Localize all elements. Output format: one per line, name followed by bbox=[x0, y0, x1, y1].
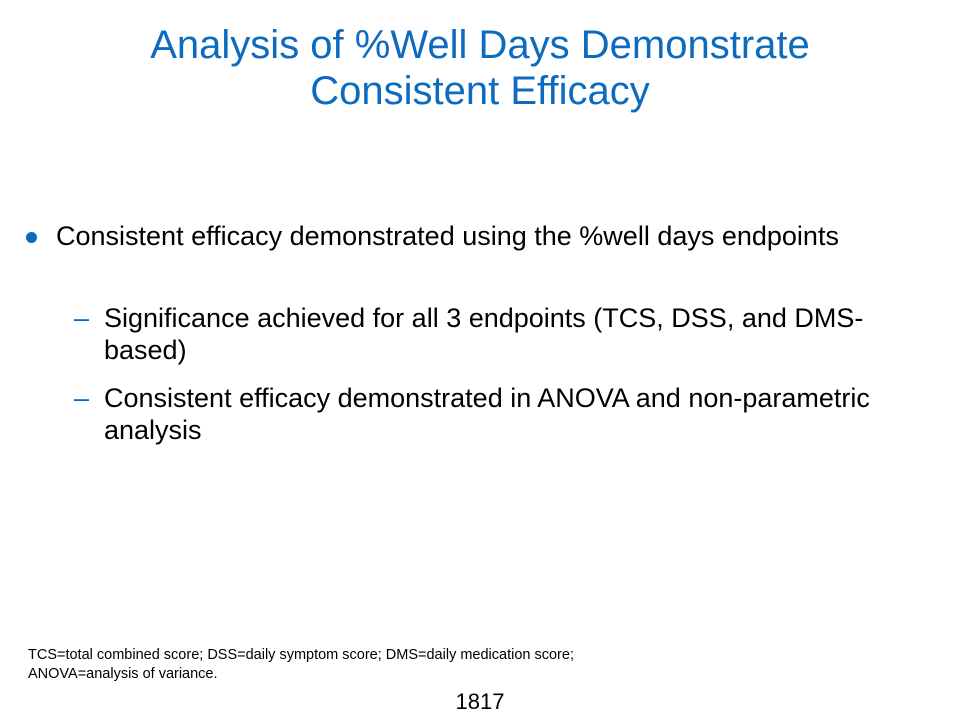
dash-icon: – bbox=[74, 383, 90, 413]
slide-title-line-2: Consistent Efficacy bbox=[310, 69, 650, 113]
bullet-text: Consistent efficacy demonstrated using t… bbox=[56, 221, 839, 251]
slide-title-line-1: Analysis of %Well Days Demonstrate bbox=[150, 23, 810, 67]
slide-title: Analysis of %Well Days Demonstrate Consi… bbox=[40, 22, 920, 114]
footnote-line-2: ANOVA=analysis of variance. bbox=[28, 666, 218, 682]
footnote-line-1: TCS=total combined score; DSS=daily symp… bbox=[28, 647, 574, 663]
page-number: 1817 bbox=[455, 689, 505, 714]
bullet-dot-icon bbox=[26, 232, 37, 243]
footnote: TCS=total combined score; DSS=daily symp… bbox=[28, 646, 928, 684]
dash-icon: – bbox=[74, 303, 90, 333]
sub-bullet-text: Significance achieved for all 3 endpoint… bbox=[104, 303, 864, 365]
sub-bullet-text: Consistent efficacy demonstrated in ANOV… bbox=[104, 383, 870, 445]
